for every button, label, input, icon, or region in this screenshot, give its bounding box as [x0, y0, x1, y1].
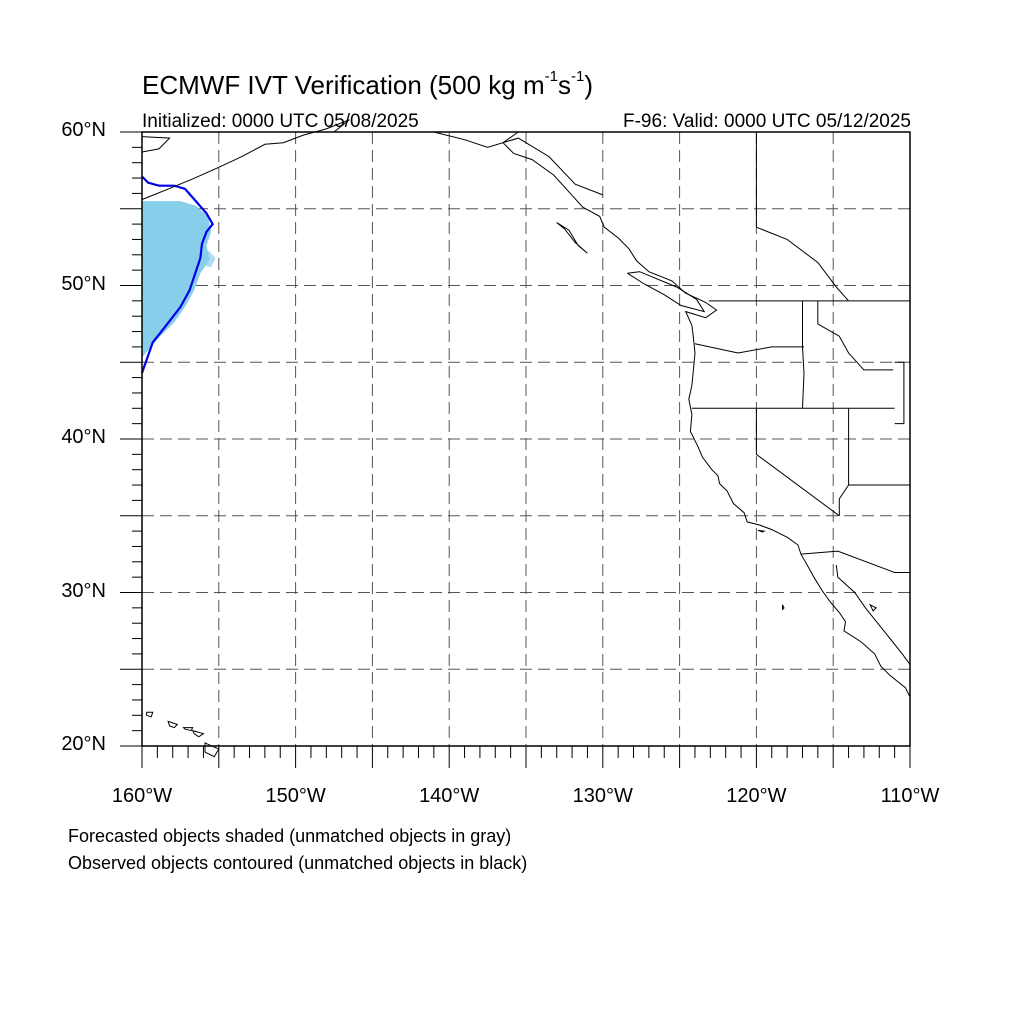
- coastline-vancouver-island: [627, 271, 706, 313]
- coastlines-and-borders: [141, 119, 911, 758]
- border-us-mexico: [800, 550, 910, 573]
- island-tiburon: [868, 603, 878, 612]
- border-idaho-west: [802, 300, 805, 409]
- gridlines: [142, 132, 910, 746]
- coastline-alaska-inlet: [141, 136, 171, 153]
- lat-label: 60°N: [61, 119, 106, 141]
- observed-ivt-contour: [140, 175, 215, 374]
- chart-title: ECMWF IVT Verification (500 kg m-1s-1): [142, 68, 593, 100]
- lat-label: 30°N: [61, 579, 106, 602]
- observed-legend-note: Observed objects contoured (unmatched ob…: [68, 853, 528, 873]
- lon-label: 120°W: [726, 785, 787, 807]
- coastline-haida-gwaii: [556, 222, 588, 254]
- border-bc-alberta: [755, 132, 849, 302]
- island-hawaii: [204, 742, 220, 758]
- coastline-north-america: [502, 131, 911, 698]
- lon-label: 110°W: [880, 785, 940, 807]
- border-nevada-utah: [838, 408, 850, 516]
- valid-time: F-96: Valid: 0000 UTC 05/12/2025: [623, 111, 911, 132]
- lon-label: 130°W: [572, 785, 633, 807]
- initialized-time: Initialized: 0000 UTC 05/08/2025: [142, 111, 419, 132]
- lat-label: 40°N: [61, 426, 106, 448]
- border-california-nevada: [755, 408, 840, 517]
- island-guadalupe: [782, 604, 785, 611]
- lon-label: 150°W: [265, 785, 326, 807]
- coastline-alaska: [141, 119, 350, 200]
- border-canada-alaska: [433, 131, 603, 196]
- island-kauai: [146, 711, 154, 718]
- lat-label: 50°N: [61, 272, 106, 295]
- border-washington-oregon: [694, 343, 804, 354]
- lat-label: 20°N: [61, 733, 106, 755]
- map-frame: [141, 131, 911, 747]
- island-santa-cruz: [757, 529, 766, 533]
- island-molokai: [182, 727, 194, 732]
- island-oahu: [167, 720, 179, 729]
- lon-label: 140°W: [419, 785, 480, 807]
- forecast-legend-note: Forecasted objects shaded (unmatched obj…: [68, 826, 512, 846]
- lon-label: 160°W: [111, 785, 173, 807]
- island-maui: [191, 729, 205, 738]
- coastline-gulf-of-california: [835, 564, 911, 665]
- axis-ticks: [120, 131, 911, 768]
- border-wyoming-utah: [894, 361, 905, 425]
- forecast-ivt-object: [142, 201, 212, 358]
- border-idaho-montana: [817, 300, 894, 371]
- ivt-objects: [140, 175, 216, 374]
